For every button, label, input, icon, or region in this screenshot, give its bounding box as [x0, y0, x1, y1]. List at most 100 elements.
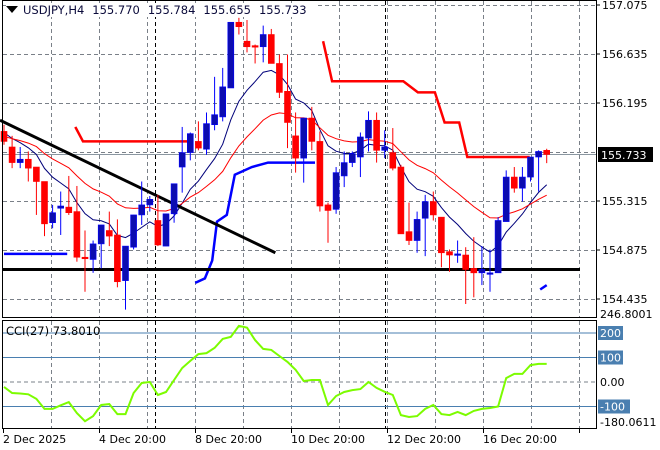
cci-label: CCI(27) — [6, 324, 50, 338]
candle-body — [308, 117, 316, 142]
candle — [438, 216, 445, 268]
red-stop-line — [74, 126, 188, 143]
candle-body — [170, 183, 178, 215]
candle — [324, 202, 332, 243]
candle — [130, 214, 137, 250]
candle — [122, 245, 129, 310]
candle — [300, 117, 308, 183]
candle-body — [397, 166, 405, 235]
candle — [114, 219, 121, 288]
candle — [527, 156, 534, 182]
candle-body — [16, 158, 24, 163]
candle-body — [332, 172, 340, 210]
chart-title: USDJPY,H4 155.770 155.784 155.655 155.733 — [6, 3, 318, 17]
candle-body — [57, 205, 65, 209]
candle-body — [421, 201, 429, 219]
time-tick-label: 10 Dec 20:00 — [291, 433, 365, 446]
price-tick-label: 156.195 — [602, 97, 648, 110]
cci-title: CCI(27) 73.8010 — [6, 324, 100, 338]
candle — [187, 132, 194, 161]
price-axis: 157.075 156.635 156.195 155.315 154.875 154.4… — [596, 0, 648, 306]
candle — [195, 121, 202, 151]
cci-level-label: 0.00 — [600, 376, 625, 389]
candle-body — [251, 45, 259, 48]
candle — [389, 128, 397, 171]
cci-indicator — [3, 324, 596, 423]
candle-body — [154, 220, 162, 246]
candle — [357, 132, 364, 178]
price-tick-label: 155.315 — [602, 195, 648, 208]
candle-body — [527, 156, 534, 178]
cci-value: 73.8010 — [52, 324, 101, 338]
candle-body — [316, 141, 324, 207]
cci-max-label: 246.8001 — [600, 308, 653, 321]
open-value: 155.770 — [92, 3, 140, 17]
candle — [405, 202, 413, 245]
candle-body — [65, 206, 73, 213]
candle — [235, 17, 243, 35]
candle-body — [235, 21, 243, 28]
candle-body — [348, 153, 356, 163]
candle — [154, 194, 162, 247]
candle-body — [203, 123, 210, 150]
candle-body — [470, 268, 478, 274]
candle — [478, 246, 486, 286]
candle-body — [211, 114, 218, 126]
candle — [421, 194, 429, 257]
cci-line — [3, 324, 547, 423]
candle-body — [259, 34, 267, 48]
candle — [170, 183, 178, 223]
high-value: 155.784 — [147, 3, 196, 17]
candle — [0, 124, 8, 145]
current-price-tag: 155.733 — [598, 147, 653, 162]
candle — [381, 130, 389, 159]
candle-body — [429, 201, 437, 216]
candle — [259, 25, 267, 63]
cci-level-label: 100 — [600, 352, 621, 365]
candle — [24, 151, 32, 182]
candle — [41, 181, 48, 237]
candle-body — [227, 21, 235, 89]
candle-body — [178, 152, 186, 168]
candle-body — [187, 133, 194, 153]
time-tick-label: 12 Dec 20:00 — [387, 433, 461, 446]
candle-body — [73, 211, 81, 258]
candle — [543, 148, 551, 164]
grid — [3, 1, 596, 428]
candle-body — [292, 135, 299, 159]
blue-stop-line — [539, 284, 548, 291]
candle-body — [502, 176, 510, 222]
candle — [33, 166, 40, 215]
candle — [470, 237, 478, 298]
dropdown-triangle-icon[interactable] — [6, 6, 18, 13]
cci-level-label: 200 — [600, 327, 621, 340]
candle — [365, 111, 372, 152]
candle-body — [389, 152, 397, 169]
candle-body — [413, 219, 421, 241]
trendline[interactable] — [0, 118, 277, 255]
candle-body — [24, 158, 32, 169]
candle-body — [519, 176, 526, 189]
candle — [340, 151, 348, 188]
candle-body — [89, 243, 97, 260]
candle-body — [365, 119, 372, 139]
candle-body — [114, 234, 121, 283]
cci-axis: 200 100 0.00 -100 246.8001 -180.0611 — [598, 308, 656, 429]
time-tick-label: 8 Dec 20:00 — [195, 433, 262, 446]
candle-body — [243, 40, 251, 48]
candle-body — [446, 251, 453, 256]
period-separators — [155, 1, 386, 428]
candle — [316, 131, 324, 212]
candle — [502, 170, 510, 222]
cci-panel-frame — [2, 320, 597, 429]
candle-body — [8, 146, 16, 163]
candle-body — [405, 231, 413, 241]
candle — [138, 181, 145, 225]
candle-body — [41, 181, 48, 225]
candle — [373, 112, 380, 163]
candle — [519, 167, 526, 202]
time-tick-label: 16 Dec 20:00 — [483, 433, 557, 446]
candle — [243, 20, 251, 53]
candle-body — [219, 86, 226, 118]
